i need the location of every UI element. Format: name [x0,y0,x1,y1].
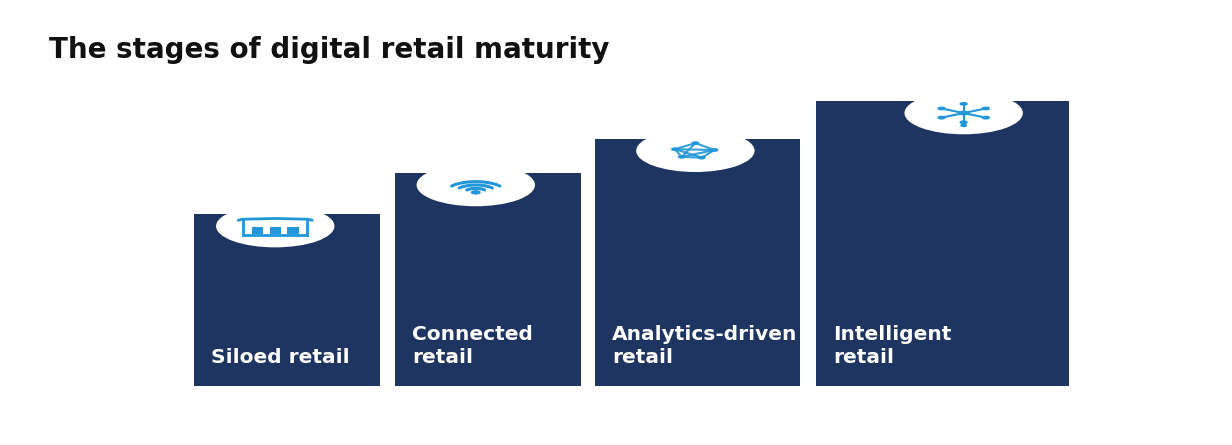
Text: Connected
retail: Connected retail [411,325,532,367]
Circle shape [679,156,685,158]
Text: The stages of digital retail maturity: The stages of digital retail maturity [49,36,610,64]
Bar [251,227,264,234]
Circle shape [711,149,718,151]
Circle shape [960,103,967,105]
Bar [816,101,1068,386]
Circle shape [692,142,699,144]
Bar [270,227,281,234]
Circle shape [472,191,480,194]
Bar [195,214,381,386]
Circle shape [982,107,989,109]
Bar [595,139,801,386]
Circle shape [416,164,535,206]
Text: Analytics-driven
retail: Analytics-driven retail [612,325,797,367]
Circle shape [671,148,678,150]
Circle shape [699,157,705,159]
Circle shape [938,107,945,109]
Bar [287,227,299,234]
Circle shape [216,205,334,247]
Circle shape [961,125,966,126]
Bar [394,173,580,386]
Text: Siloed retail: Siloed retail [212,348,350,367]
Circle shape [958,111,968,115]
Circle shape [636,129,754,172]
Circle shape [960,121,967,123]
Circle shape [938,117,945,119]
Circle shape [982,117,989,119]
Text: Intelligent
retail: Intelligent retail [833,325,951,367]
Circle shape [904,92,1023,134]
